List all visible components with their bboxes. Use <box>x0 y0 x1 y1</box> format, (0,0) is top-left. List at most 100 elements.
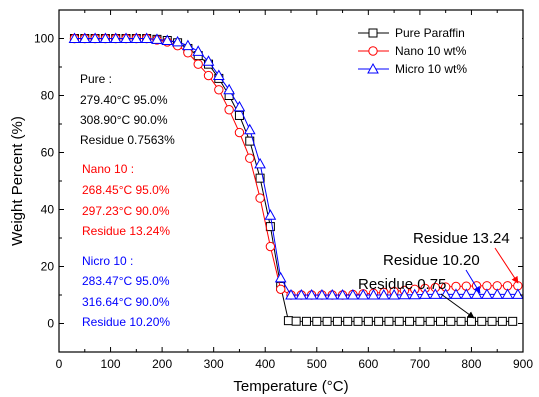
data-point-triangle <box>109 32 122 43</box>
data-point-triangle <box>295 288 308 300</box>
data-point-square <box>301 316 311 326</box>
data-point-triangle <box>429 288 442 299</box>
data-point-triangle <box>212 69 225 81</box>
y-tick-label: 40 <box>41 203 55 217</box>
data-point-triangle <box>501 288 514 299</box>
data-point-triangle <box>347 288 359 300</box>
residue-arrow-micro <box>465 269 481 294</box>
data-point-triangle <box>285 288 297 300</box>
data-point-square <box>394 316 404 326</box>
x-tick-label: 700 <box>410 357 430 371</box>
data-point-triangle <box>120 32 132 43</box>
legend-label-micro: Micro 10 wt% <box>395 62 467 76</box>
series-layer <box>68 32 524 326</box>
annotation-nano-line-1: Nano 10 : <box>82 162 134 176</box>
annotation-nano-line-4: Residue 13.24% <box>82 224 170 238</box>
data-point-triangle <box>264 209 277 220</box>
residue-arrow-pure <box>440 293 475 319</box>
residue-label-pure: Residue 0.75 <box>358 276 446 293</box>
data-point-square <box>487 316 497 326</box>
data-point-square <box>436 316 446 326</box>
data-point-circle <box>193 59 203 69</box>
data-point-circle <box>203 70 214 81</box>
data-point-triangle <box>171 35 184 47</box>
data-point-triangle <box>336 288 349 300</box>
data-point-circle <box>224 105 234 115</box>
annotation-micro-line-3: 316.64°C 90.0% <box>82 295 170 309</box>
data-point-triangle <box>470 288 483 299</box>
annotation-micro-line-4: Residue 10.20% <box>82 315 170 329</box>
data-point-circle <box>245 153 255 163</box>
data-point-triangle <box>419 288 431 299</box>
data-point-triangle <box>130 32 143 43</box>
y-tick-label: 0 <box>47 317 54 331</box>
annotation-pure-line-2: 279.40°C 95.0% <box>80 93 168 107</box>
annotation-pure-line-3: 308.90°C 90.0% <box>80 113 168 127</box>
data-point-square <box>312 316 322 326</box>
data-point-triangle <box>243 123 256 135</box>
data-point-triangle <box>233 100 246 112</box>
annotation-pure-line-1: Pure : <box>80 72 112 86</box>
annotation-nano: Nano 10 : 268.45°C 95.0% 297.23°C 90.0% … <box>82 162 170 238</box>
annotation-micro: Nicro 10 : 283.47°C 95.0% 316.64°C 90.0%… <box>82 254 170 329</box>
data-point-square <box>477 316 487 326</box>
data-point-square <box>363 316 373 326</box>
data-point-triangle <box>223 83 235 95</box>
data-point-square <box>425 316 435 326</box>
x-tick-label: 0 <box>56 357 63 371</box>
y-axis-title: Weight Percent (%) <box>9 116 26 246</box>
data-point-square <box>291 316 301 326</box>
data-point-triangle <box>357 288 370 300</box>
data-point-triangle <box>78 32 91 43</box>
legend-marker-micro <box>367 62 379 74</box>
annotation-micro-line-2: 283.47°C 95.0% <box>82 274 170 288</box>
legend-label-pure: Pure Paraffin <box>395 26 465 40</box>
y-tick-label: 20 <box>41 260 55 274</box>
data-point-circle <box>234 127 245 138</box>
x-tick-label: 800 <box>461 357 481 371</box>
data-point-square <box>405 316 415 326</box>
legend-marker-pure <box>368 28 378 38</box>
annotation-nano-line-3: 297.23°C 90.0% <box>82 204 170 218</box>
data-point-triangle <box>460 288 473 299</box>
legend-box <box>354 21 522 83</box>
data-point-triangle <box>274 271 287 283</box>
data-point-triangle <box>151 33 163 44</box>
data-point-circle <box>214 85 224 95</box>
x-tick-label: 400 <box>255 357 275 371</box>
annotation-nano-line-2: 268.45°C 95.0% <box>82 183 170 197</box>
data-point-square <box>508 316 518 326</box>
data-point-triangle <box>398 288 411 300</box>
residue-label-micro: Residue 10.20 <box>383 252 480 269</box>
y-tick-label: 100 <box>34 32 54 46</box>
data-point-triangle <box>254 157 266 169</box>
data-point-square <box>466 316 476 326</box>
data-point-square <box>415 316 425 326</box>
data-point-square <box>353 316 363 326</box>
data-point-square <box>446 316 456 326</box>
data-point-triangle <box>192 45 205 56</box>
data-point-square <box>456 316 466 326</box>
data-point-square <box>343 316 353 326</box>
data-point-square <box>384 316 394 326</box>
residue-label-nano: Residue 13.24 <box>413 230 510 247</box>
data-point-triangle <box>491 288 504 299</box>
data-point-circle <box>265 241 276 252</box>
data-point-triangle <box>89 32 101 43</box>
annotation-pure-line-4: Residue 0.7563% <box>80 133 175 147</box>
x-tick-label: 900 <box>513 357 533 371</box>
data-point-circle <box>275 284 286 294</box>
data-point-triangle <box>450 288 462 299</box>
data-point-triangle <box>326 288 339 300</box>
data-point-square <box>283 316 293 326</box>
x-tick-label: 200 <box>152 357 172 371</box>
x-axis-title: Temperature (°C) <box>233 378 348 395</box>
data-point-triangle <box>161 34 174 45</box>
data-point-triangle <box>408 288 421 300</box>
data-point-triangle <box>316 288 328 300</box>
data-point-square <box>322 316 332 326</box>
data-point-triangle <box>99 32 112 43</box>
x-tick-label: 100 <box>101 357 121 371</box>
data-point-triangle <box>377 288 390 300</box>
